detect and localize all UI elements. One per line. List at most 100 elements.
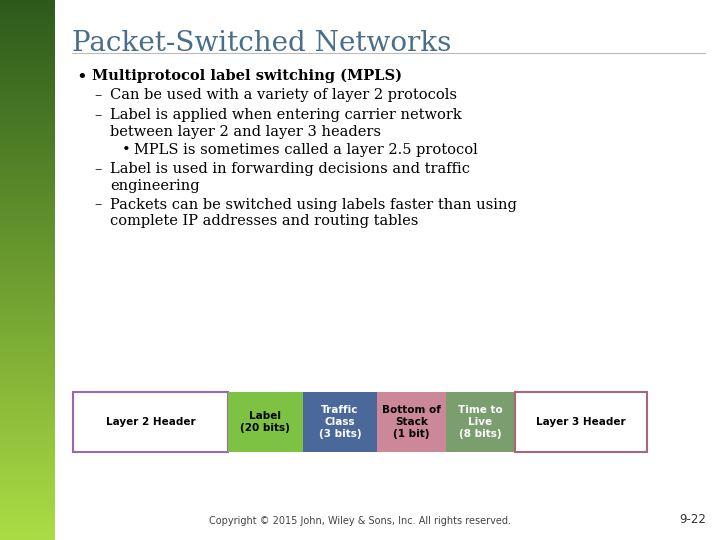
Bar (0, 0, 55, 3)
Bar (0, 483, 55, 486)
Bar (0, 199, 55, 202)
Bar (0, 183, 55, 186)
Bar (0, 529, 55, 532)
Text: Label is used in forwarding decisions and traffic
engineering: Label is used in forwarding decisions an… (110, 163, 470, 193)
FancyBboxPatch shape (73, 392, 228, 452)
Bar (0, 224, 55, 227)
Text: Traffic
Class
(3 bits): Traffic Class (3 bits) (318, 404, 361, 440)
Bar (0, 488, 55, 491)
Bar (0, 261, 55, 265)
Bar (0, 75, 55, 78)
Bar (0, 467, 55, 470)
Bar (0, 326, 55, 329)
Bar (0, 83, 55, 86)
Bar (0, 240, 55, 243)
Bar (0, 89, 55, 92)
Bar (0, 504, 55, 508)
Bar (0, 464, 55, 467)
Bar (0, 456, 55, 459)
Bar (0, 272, 55, 275)
Bar (0, 283, 55, 286)
Bar (0, 502, 55, 505)
Bar (0, 531, 55, 535)
Bar (0, 56, 55, 59)
Bar (0, 431, 55, 435)
Bar (0, 259, 55, 262)
Bar (0, 388, 55, 392)
Text: –: – (94, 108, 102, 122)
Bar (0, 286, 55, 289)
Text: –: – (94, 198, 102, 212)
Bar (0, 356, 55, 359)
Bar (0, 337, 55, 340)
Bar (0, 72, 55, 76)
Bar (0, 321, 55, 324)
Bar (0, 440, 55, 443)
Bar (0, 278, 55, 281)
Bar (0, 402, 55, 405)
Bar (0, 67, 55, 70)
Bar (0, 361, 55, 365)
Bar (0, 188, 55, 192)
Bar (0, 515, 55, 518)
Bar (0, 245, 55, 248)
Bar (0, 294, 55, 297)
Bar (0, 499, 55, 502)
Text: Label
(20 bits): Label (20 bits) (240, 411, 290, 433)
Bar (0, 494, 55, 497)
Bar (0, 121, 55, 124)
Bar (0, 375, 55, 378)
Bar (0, 5, 55, 8)
Bar (0, 164, 55, 167)
Bar (0, 348, 55, 351)
Bar (0, 172, 55, 176)
Bar (0, 437, 55, 440)
Bar (0, 40, 55, 43)
Bar (0, 153, 55, 157)
Bar (0, 24, 55, 27)
Text: Layer 2 Header: Layer 2 Header (106, 417, 195, 427)
Bar (0, 537, 55, 540)
Bar (0, 229, 55, 232)
Bar (0, 143, 55, 146)
Bar (0, 534, 55, 537)
FancyBboxPatch shape (446, 392, 515, 452)
Bar (0, 380, 55, 383)
Bar (0, 248, 55, 251)
Text: Bottom of
Stack
(1 bit): Bottom of Stack (1 bit) (382, 404, 441, 440)
Bar (0, 323, 55, 327)
Bar (0, 475, 55, 478)
Bar (0, 124, 55, 127)
Bar (0, 32, 55, 35)
Bar (0, 232, 55, 235)
Bar (0, 426, 55, 429)
Bar (0, 342, 55, 346)
Bar (0, 116, 55, 119)
FancyBboxPatch shape (377, 392, 446, 452)
Bar (0, 477, 55, 481)
Bar (0, 448, 55, 451)
Bar (0, 461, 55, 464)
Bar (0, 202, 55, 205)
Bar (0, 186, 55, 189)
Bar (0, 496, 55, 500)
Bar (0, 140, 55, 143)
Text: MPLS is sometimes called a layer 2.5 protocol: MPLS is sometimes called a layer 2.5 pro… (134, 143, 478, 157)
FancyBboxPatch shape (302, 392, 377, 452)
Bar (0, 310, 55, 313)
Bar (0, 299, 55, 302)
Text: Multiprotocol label switching (MPLS): Multiprotocol label switching (MPLS) (92, 69, 402, 83)
Bar (0, 280, 55, 284)
Bar (0, 410, 55, 413)
Bar (0, 523, 55, 526)
Bar (0, 345, 55, 348)
Bar (0, 396, 55, 400)
Bar (0, 35, 55, 38)
Bar (0, 429, 55, 432)
Bar (0, 194, 55, 197)
Bar (0, 377, 55, 381)
Bar (0, 421, 55, 424)
Bar (0, 170, 55, 173)
Bar (0, 469, 55, 472)
Bar (0, 205, 55, 208)
